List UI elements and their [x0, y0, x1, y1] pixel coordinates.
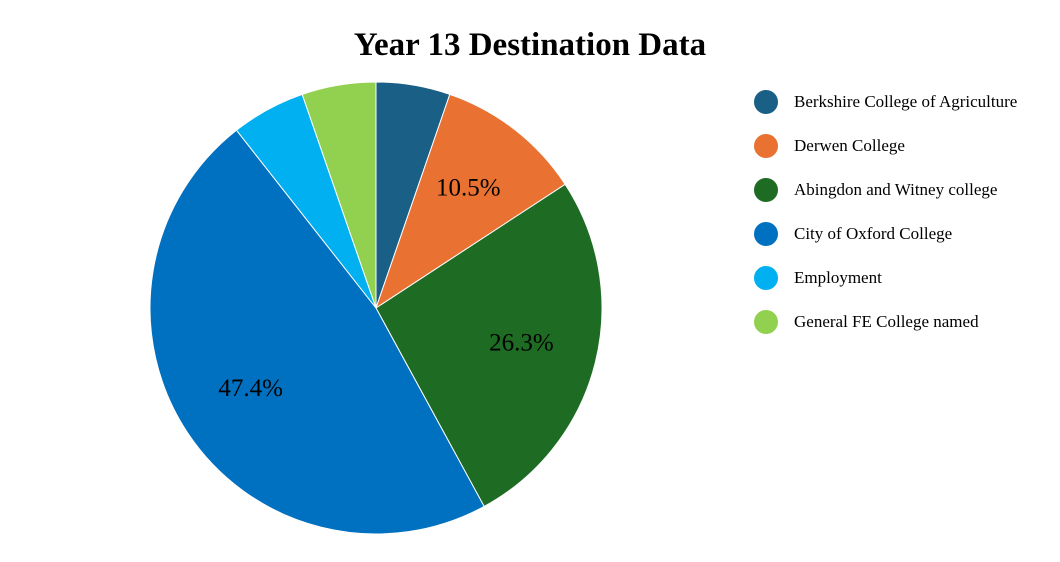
chart-legend: Berkshire College of Agriculture Derwen C…	[754, 80, 1054, 344]
legend-swatch	[754, 266, 778, 290]
legend-label: Employment	[794, 268, 882, 287]
legend-item: Abingdon and Witney college	[754, 168, 1054, 212]
pie-slice-6	[301, 81, 377, 309]
legend-item: Derwen College	[754, 124, 1054, 168]
pie-slice-2	[375, 93, 566, 310]
legend-item: Berkshire College of Agriculture	[754, 80, 1054, 124]
legend-label: Berkshire College of Agriculture	[794, 92, 1018, 111]
slice-data-label: 47.4%	[218, 375, 283, 402]
legend-swatch	[754, 178, 778, 202]
legend-label: City of Oxford College	[794, 224, 953, 243]
legend-label: Derwen College	[794, 136, 905, 155]
slice-data-label: 26.3%	[489, 329, 554, 356]
pie-slice-3	[375, 183, 603, 508]
legend-item: City of Oxford College	[754, 212, 1054, 256]
legend-swatch	[754, 310, 778, 334]
legend-label: Abingdon and Witney college	[794, 180, 998, 199]
legend-label: General FE College named	[794, 312, 979, 331]
legend-item: Employment	[754, 256, 1054, 300]
pie-slice-4	[149, 129, 485, 535]
legend-item: General FE College named	[754, 300, 1054, 344]
chart-title: Year 13 Destination Data	[353, 27, 707, 63]
legend-swatch	[754, 90, 778, 114]
slice-data-label: 10.5%	[436, 174, 501, 201]
legend-swatch	[754, 134, 778, 158]
legend-swatch	[754, 222, 778, 246]
